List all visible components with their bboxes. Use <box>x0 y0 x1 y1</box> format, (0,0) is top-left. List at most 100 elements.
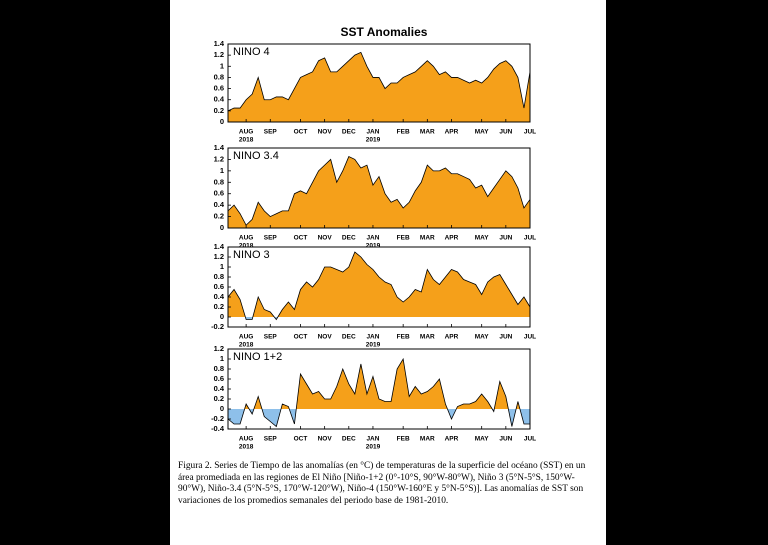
x-tick-label: FEB <box>397 129 410 136</box>
x-tick-label: JUN <box>499 436 512 443</box>
x-tick-label: MAR <box>420 129 435 136</box>
y-tick-label: 0.8 <box>214 272 224 281</box>
y-tick-label: 1.2 <box>214 154 224 163</box>
year-label: 2019 <box>366 137 381 144</box>
panel-frame <box>227 43 531 123</box>
y-tick-label: 1.4 <box>214 39 225 48</box>
x-tick-label: MAY <box>475 129 490 136</box>
x-tick-label: DEC <box>342 235 356 242</box>
x-tick-label: MAY <box>475 334 490 341</box>
figure-title: SST Anomalies <box>341 25 428 39</box>
y-tick-label: 0.8 <box>214 364 224 373</box>
x-tick-label: JUL <box>524 436 536 443</box>
x-tick-label: APR <box>445 436 459 443</box>
x-tick-label: FEB <box>397 334 410 341</box>
year-label: 2018 <box>239 444 254 451</box>
x-tick-label: DEC <box>342 129 356 136</box>
x-tick-label: MAY <box>475 436 490 443</box>
x-tick-label: AUG <box>239 235 253 242</box>
year-label: 2019 <box>366 342 381 349</box>
y-tick-label: 0 <box>220 223 224 232</box>
y-tick-label: 0.6 <box>214 374 224 383</box>
x-tick-label: JAN <box>366 235 379 242</box>
y-tick-label: 1 <box>220 262 224 271</box>
x-tick-label: SEP <box>264 436 278 443</box>
y-tick-label: 1.4 <box>214 242 225 251</box>
y-tick-label: 0.6 <box>214 84 224 93</box>
positive-area <box>228 156 530 228</box>
positive-area <box>228 252 530 317</box>
y-tick-label: 1.2 <box>214 344 224 353</box>
x-tick-label: JUL <box>524 235 536 242</box>
x-tick-label: DEC <box>342 436 356 443</box>
x-tick-label: SEP <box>264 334 278 341</box>
panel-frame <box>227 147 531 229</box>
panel-label: NINO 1+2 <box>233 351 282 363</box>
x-tick-label: AUG <box>239 436 253 443</box>
y-tick-label: 0.2 <box>214 394 224 403</box>
year-label: 2018 <box>239 137 254 144</box>
x-tick-label: MAR <box>420 235 435 242</box>
positive-area <box>228 52 530 122</box>
panel-label: NINO 3 <box>233 249 270 261</box>
x-tick-label: AUG <box>239 334 253 341</box>
y-tick-label: 0.4 <box>214 384 225 393</box>
y-tick-label: 0 <box>220 404 224 413</box>
x-tick-label: APR <box>445 235 459 242</box>
x-tick-label: OCT <box>294 235 308 242</box>
x-tick-label: MAR <box>420 334 435 341</box>
x-tick-label: DEC <box>342 334 356 341</box>
y-tick-label: 1 <box>220 354 224 363</box>
x-tick-label: JAN <box>366 334 379 341</box>
x-tick-label: NOV <box>318 436 333 443</box>
year-label: 2018 <box>239 243 254 250</box>
x-tick-label: MAY <box>475 235 490 242</box>
x-tick-label: APR <box>445 129 459 136</box>
y-tick-label: 0.2 <box>214 302 224 311</box>
year-label: 2019 <box>366 444 381 451</box>
y-tick-label: -0.2 <box>211 414 224 423</box>
y-tick-label: -0.2 <box>211 322 224 331</box>
x-tick-label: SEP <box>264 235 278 242</box>
y-tick-label: 1 <box>220 166 224 175</box>
panel-label: NINO 3.4 <box>233 150 279 162</box>
y-tick-label: 0.6 <box>214 282 224 291</box>
y-tick-label: 0.4 <box>214 200 225 209</box>
x-tick-label: JAN <box>366 129 379 136</box>
x-tick-label: SEP <box>264 129 278 136</box>
x-tick-label: JUN <box>499 334 512 341</box>
y-tick-label: 0.6 <box>214 189 224 198</box>
x-tick-label: NOV <box>318 129 333 136</box>
x-tick-label: JUN <box>499 129 512 136</box>
x-tick-label: FEB <box>397 235 410 242</box>
x-tick-label: NOV <box>318 235 333 242</box>
x-tick-label: JUL <box>524 334 536 341</box>
x-tick-label: NOV <box>318 334 333 341</box>
year-label: 2018 <box>239 342 254 349</box>
series-line <box>227 51 531 112</box>
x-tick-label: JUL <box>524 129 536 136</box>
y-tick-label: 1 <box>220 61 224 70</box>
x-tick-label: FEB <box>397 436 410 443</box>
y-tick-label: 1.2 <box>214 50 224 59</box>
x-tick-label: MAR <box>420 436 435 443</box>
y-tick-label: 0.8 <box>214 72 224 81</box>
x-tick-label: JUN <box>499 235 512 242</box>
y-tick-label: -0.4 <box>211 424 225 433</box>
x-tick-label: OCT <box>294 334 308 341</box>
y-tick-label: 1.2 <box>214 252 224 261</box>
panel-label: NINO 4 <box>233 46 270 58</box>
series-line <box>227 251 531 321</box>
x-tick-label: AUG <box>239 129 253 136</box>
y-tick-label: 0.4 <box>214 95 225 104</box>
y-tick-label: 0.4 <box>214 292 225 301</box>
positive-area <box>228 359 530 409</box>
y-tick-label: 0.2 <box>214 212 224 221</box>
x-tick-label: APR <box>445 334 459 341</box>
x-tick-label: OCT <box>294 129 308 136</box>
series-line <box>227 357 530 428</box>
x-tick-label: JAN <box>366 436 379 443</box>
y-tick-label: 0.8 <box>214 177 224 186</box>
